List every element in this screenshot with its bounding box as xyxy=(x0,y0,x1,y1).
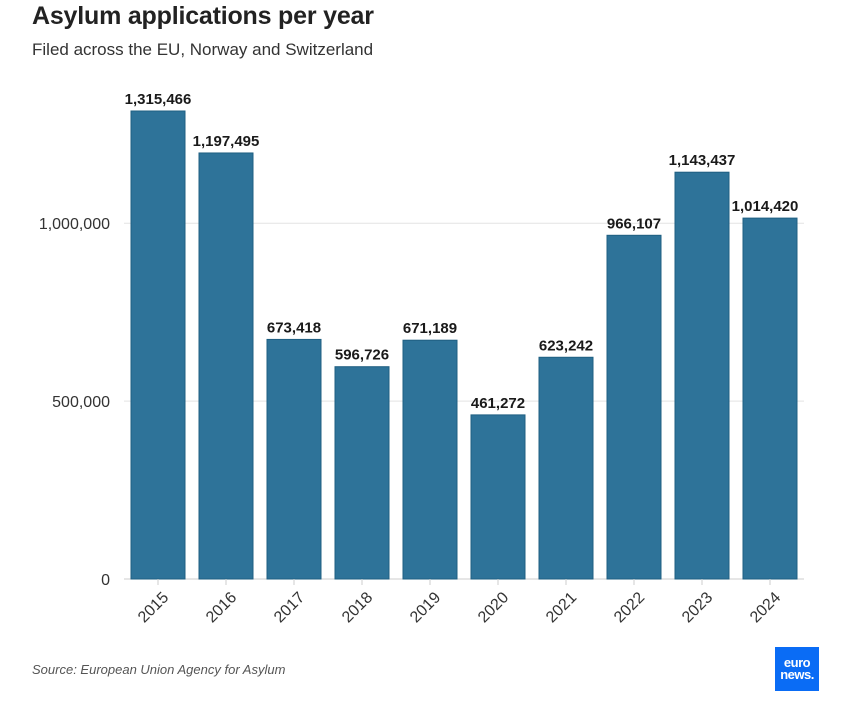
x-tick-label: 2020 xyxy=(475,589,512,626)
source-note: Source: European Union Agency for Asylum xyxy=(32,662,286,677)
data-label: 673,418 xyxy=(267,319,321,336)
x-tick-label: 2016 xyxy=(203,589,240,626)
data-label: 966,107 xyxy=(607,215,661,232)
data-label: 596,726 xyxy=(335,347,389,364)
x-tick-label: 2015 xyxy=(135,589,172,626)
logo-text-top: euro xyxy=(783,655,811,670)
chart-title: Asylum applications per year xyxy=(32,2,374,30)
x-tick-label: 2023 xyxy=(679,589,716,626)
data-label: 1,315,466 xyxy=(125,91,192,108)
y-tick-label: 0 xyxy=(101,572,110,589)
y-tick-label: 1,000,000 xyxy=(39,216,110,233)
x-tick-label: 2022 xyxy=(611,589,648,626)
x-tick-label: 2017 xyxy=(271,589,308,626)
chart-subtitle: Filed across the EU, Norway and Switzerl… xyxy=(32,40,374,59)
x-tick-label: 2019 xyxy=(407,589,444,626)
bar xyxy=(538,356,594,580)
x-tick-label: 2018 xyxy=(339,589,376,626)
bar xyxy=(742,217,798,580)
data-label: 623,242 xyxy=(539,337,593,354)
bar xyxy=(674,171,730,580)
bar xyxy=(606,234,662,580)
data-label: 671,189 xyxy=(403,320,457,337)
bar xyxy=(334,366,390,580)
euronews-logo[interactable]: euro news. xyxy=(775,647,819,691)
logo-text-bottom: news. xyxy=(780,667,814,682)
data-label: 1,143,437 xyxy=(669,152,736,169)
bar xyxy=(130,110,186,580)
data-label: 461,272 xyxy=(471,395,525,412)
data-label: 1,014,420 xyxy=(732,198,799,215)
bar xyxy=(198,152,254,580)
y-tick-label: 500,000 xyxy=(52,394,110,411)
data-label: 1,197,495 xyxy=(193,133,260,150)
x-tick-label: 2024 xyxy=(747,589,784,626)
bar xyxy=(402,339,458,580)
bar xyxy=(266,338,322,580)
x-tick-label: 2021 xyxy=(543,589,580,626)
bar xyxy=(470,414,526,580)
